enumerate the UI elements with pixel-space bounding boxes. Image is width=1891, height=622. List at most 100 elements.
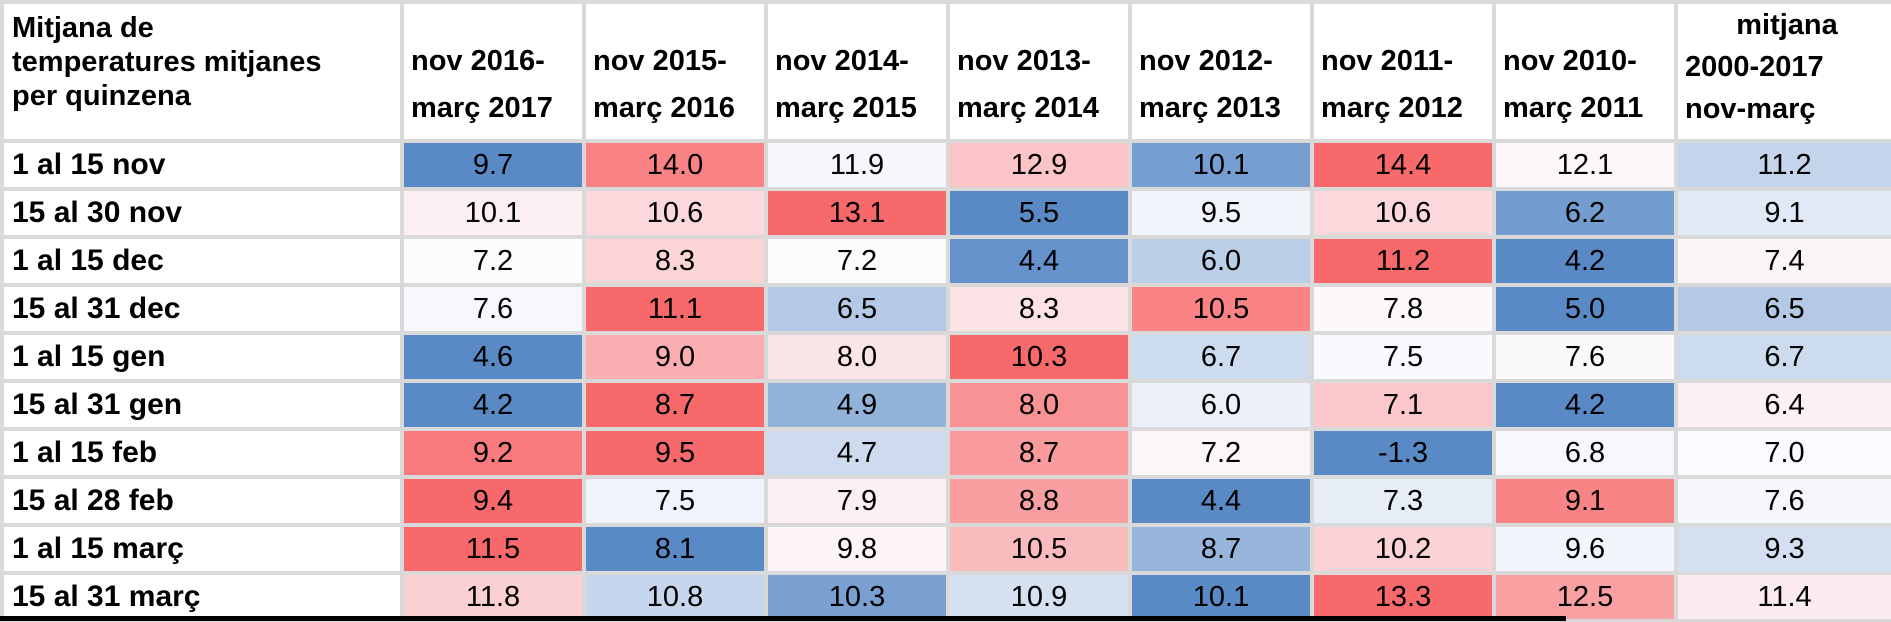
value-cell: 13.1 bbox=[768, 191, 946, 235]
header-line: 2000-2017 bbox=[1685, 51, 1824, 83]
value-cell: 12.1 bbox=[1496, 143, 1674, 187]
table-body: 1 al 15 nov 9.7 14.0 11.9 12.9 10.1 14.4 12.1 11… bbox=[4, 143, 1891, 619]
header-line: mitjana bbox=[1736, 9, 1838, 41]
value-cell: 4.2 bbox=[404, 383, 582, 427]
value-cell: 11.4 bbox=[1678, 575, 1891, 619]
value-cell: 5.5 bbox=[950, 191, 1128, 235]
value-cell: 11.2 bbox=[1678, 143, 1891, 187]
header-line: nov 2014- bbox=[775, 45, 909, 77]
value-cell: 10.9 bbox=[950, 575, 1128, 619]
value-cell: 4.2 bbox=[1496, 383, 1674, 427]
value-cell: -1.3 bbox=[1314, 431, 1492, 475]
header-line: març 2011 bbox=[1503, 92, 1644, 124]
header-line: nov 2012- bbox=[1139, 45, 1273, 77]
value-cell: 4.9 bbox=[768, 383, 946, 427]
row-label: 1 al 15 feb bbox=[4, 431, 400, 475]
table-row: 15 al 31 març 11.8 10.8 10.3 10.9 10.1 13.3 12.… bbox=[4, 575, 1891, 619]
table-row: 15 al 31 dec 7.6 11.1 6.5 8.3 10.5 7.8 5.0 6.5 bbox=[4, 287, 1891, 331]
value-cell: 9.4 bbox=[404, 479, 582, 523]
value-cell: 6.7 bbox=[1132, 335, 1310, 379]
column-header-6: nov 2011- març 2012 bbox=[1314, 4, 1492, 139]
value-cell: 8.7 bbox=[586, 383, 764, 427]
value-cell: 7.2 bbox=[768, 239, 946, 283]
value-cell: 9.0 bbox=[586, 335, 764, 379]
value-cell: 9.1 bbox=[1496, 479, 1674, 523]
value-cell: 6.0 bbox=[1132, 383, 1310, 427]
value-cell: 6.8 bbox=[1496, 431, 1674, 475]
value-cell: 4.2 bbox=[1496, 239, 1674, 283]
value-cell: 4.4 bbox=[1132, 479, 1310, 523]
value-cell: 7.6 bbox=[1496, 335, 1674, 379]
value-cell: 9.8 bbox=[768, 527, 946, 571]
value-cell: 11.9 bbox=[768, 143, 946, 187]
value-cell: 6.4 bbox=[1678, 383, 1891, 427]
table-row: 1 al 15 nov 9.7 14.0 11.9 12.9 10.1 14.4 12.1 11… bbox=[4, 143, 1891, 187]
header-line: març 2017 bbox=[411, 92, 553, 124]
value-cell: 10.8 bbox=[586, 575, 764, 619]
header-line: març 2015 bbox=[775, 92, 917, 124]
value-cell: 11.5 bbox=[404, 527, 582, 571]
value-cell: 7.4 bbox=[1678, 239, 1891, 283]
row-label: 1 al 15 març bbox=[4, 527, 400, 571]
column-header-3: nov 2014- març 2015 bbox=[768, 4, 946, 139]
value-cell: 9.7 bbox=[404, 143, 582, 187]
value-cell: 7.2 bbox=[1132, 431, 1310, 475]
value-cell: 6.7 bbox=[1678, 335, 1891, 379]
value-cell: 8.3 bbox=[950, 287, 1128, 331]
header-line: març 2013 bbox=[1139, 92, 1281, 124]
value-cell: 10.6 bbox=[586, 191, 764, 235]
value-cell: 6.5 bbox=[768, 287, 946, 331]
table-row: 1 al 15 març 11.5 8.1 9.8 10.5 8.7 10.2 9.6 9.3 bbox=[4, 527, 1891, 571]
header-line: Mitjana de bbox=[12, 12, 154, 44]
row-label: 1 al 15 gen bbox=[4, 335, 400, 379]
column-header-5: nov 2012- març 2013 bbox=[1132, 4, 1310, 139]
column-header-2: nov 2015- març 2016 bbox=[586, 4, 764, 139]
column-header-8: mitjana 2000-2017 nov-març bbox=[1678, 4, 1891, 139]
header-line: per quinzena bbox=[12, 80, 191, 112]
value-cell: 8.7 bbox=[950, 431, 1128, 475]
value-cell: 10.1 bbox=[1132, 575, 1310, 619]
value-cell: 9.2 bbox=[404, 431, 582, 475]
value-cell: 8.1 bbox=[586, 527, 764, 571]
value-cell: 8.0 bbox=[950, 383, 1128, 427]
value-cell: 10.3 bbox=[768, 575, 946, 619]
value-cell: 4.6 bbox=[404, 335, 582, 379]
row-label: 15 al 31 març bbox=[4, 575, 400, 619]
value-cell: 7.0 bbox=[1678, 431, 1891, 475]
table-row: 1 al 15 feb 9.2 9.5 4.7 8.7 7.2 -1.3 6.8 7.0 bbox=[4, 431, 1891, 475]
value-cell: 7.6 bbox=[404, 287, 582, 331]
value-cell: 4.4 bbox=[950, 239, 1128, 283]
value-cell: 9.1 bbox=[1678, 191, 1891, 235]
value-cell: 7.5 bbox=[586, 479, 764, 523]
value-cell: 10.1 bbox=[1132, 143, 1310, 187]
header-line: nov 2013- bbox=[957, 45, 1091, 77]
value-cell: 12.9 bbox=[950, 143, 1128, 187]
value-cell: 13.3 bbox=[1314, 575, 1492, 619]
header-line: nov 2010- bbox=[1503, 45, 1637, 77]
value-cell: 7.6 bbox=[1678, 479, 1891, 523]
row-label: 15 al 31 gen bbox=[4, 383, 400, 427]
value-cell: 6.0 bbox=[1132, 239, 1310, 283]
row-label: 15 al 28 feb bbox=[4, 479, 400, 523]
value-cell: 8.3 bbox=[586, 239, 764, 283]
table-row: 15 al 28 feb 9.4 7.5 7.9 8.8 4.4 7.3 9.1 7.6 bbox=[4, 479, 1891, 523]
value-cell: 9.6 bbox=[1496, 527, 1674, 571]
row-label: 15 al 30 nov bbox=[4, 191, 400, 235]
value-cell: 11.2 bbox=[1314, 239, 1492, 283]
value-cell: 14.0 bbox=[586, 143, 764, 187]
row-label: 15 al 31 dec bbox=[4, 287, 400, 331]
table-title: Mitjana de temperatures mitjanes per quinz… bbox=[4, 4, 400, 139]
header-line: nov 2011- bbox=[1321, 45, 1454, 77]
value-cell: 7.1 bbox=[1314, 383, 1492, 427]
table-row: 15 al 30 nov 10.1 10.6 13.1 5.5 9.5 10.6 6.2 9.1 bbox=[4, 191, 1891, 235]
table-row: 1 al 15 gen 4.6 9.0 8.0 10.3 6.7 7.5 7.6 6.7 bbox=[4, 335, 1891, 379]
value-cell: 4.7 bbox=[768, 431, 946, 475]
row-label: 1 al 15 nov bbox=[4, 143, 400, 187]
table-row: 15 al 31 gen 4.2 8.7 4.9 8.0 6.0 7.1 4.2 6.4 bbox=[4, 383, 1891, 427]
value-cell: 7.9 bbox=[768, 479, 946, 523]
row-label: 1 al 15 dec bbox=[4, 239, 400, 283]
column-header-1: nov 2016- març 2017 bbox=[404, 4, 582, 139]
value-cell: 12.5 bbox=[1496, 575, 1674, 619]
